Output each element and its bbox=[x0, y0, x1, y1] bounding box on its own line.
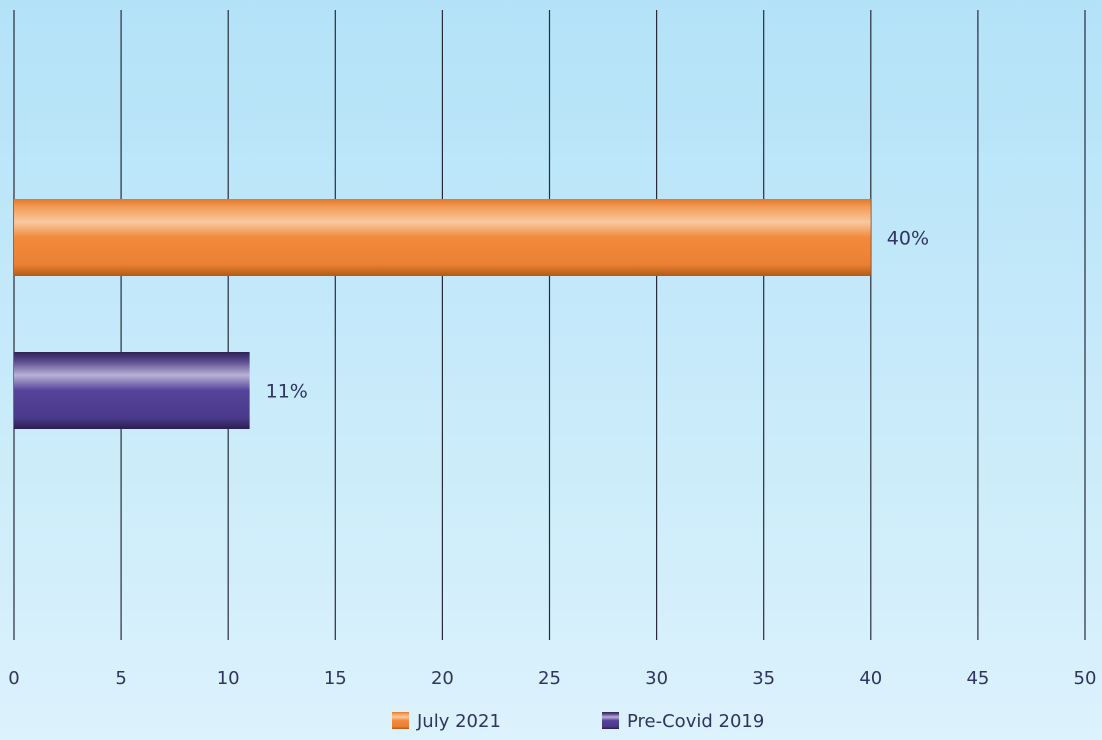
x-tick-label-25: 25 bbox=[538, 668, 561, 689]
bars bbox=[14, 199, 871, 429]
legend-label-july-2021: July 2021 bbox=[416, 711, 501, 732]
x-tick-label-15: 15 bbox=[324, 668, 347, 689]
data-labels: 40% 11% bbox=[266, 228, 929, 403]
legend-label-pre-covid-2019: Pre-Covid 2019 bbox=[627, 711, 764, 732]
x-tick-label-45: 45 bbox=[966, 668, 989, 689]
x-tick-label-35: 35 bbox=[752, 668, 775, 689]
legend: July 2021 Pre-Covid 2019 bbox=[392, 711, 764, 732]
x-tick-label-5: 5 bbox=[115, 668, 126, 689]
legend-swatch-pre-covid-2019 bbox=[602, 712, 619, 729]
legend-swatch-july-2021 bbox=[392, 712, 409, 729]
bar-july-2021 bbox=[14, 199, 871, 276]
data-label-pre-covid-2019: 11% bbox=[266, 381, 308, 403]
x-tick-label-20: 20 bbox=[431, 668, 454, 689]
bar-pre-covid-2019 bbox=[14, 352, 250, 429]
gridlines bbox=[13, 10, 1086, 640]
x-tick-label-40: 40 bbox=[859, 668, 882, 689]
data-label-july-2021: 40% bbox=[887, 228, 929, 250]
x-tick-label-0: 0 bbox=[8, 668, 19, 689]
x-tick-label-10: 10 bbox=[217, 668, 240, 689]
x-tick-label-30: 30 bbox=[645, 668, 668, 689]
x-axis-ticks: 0 5 10 15 20 25 30 35 40 45 50 bbox=[8, 668, 1096, 689]
x-tick-label-50: 50 bbox=[1074, 668, 1097, 689]
